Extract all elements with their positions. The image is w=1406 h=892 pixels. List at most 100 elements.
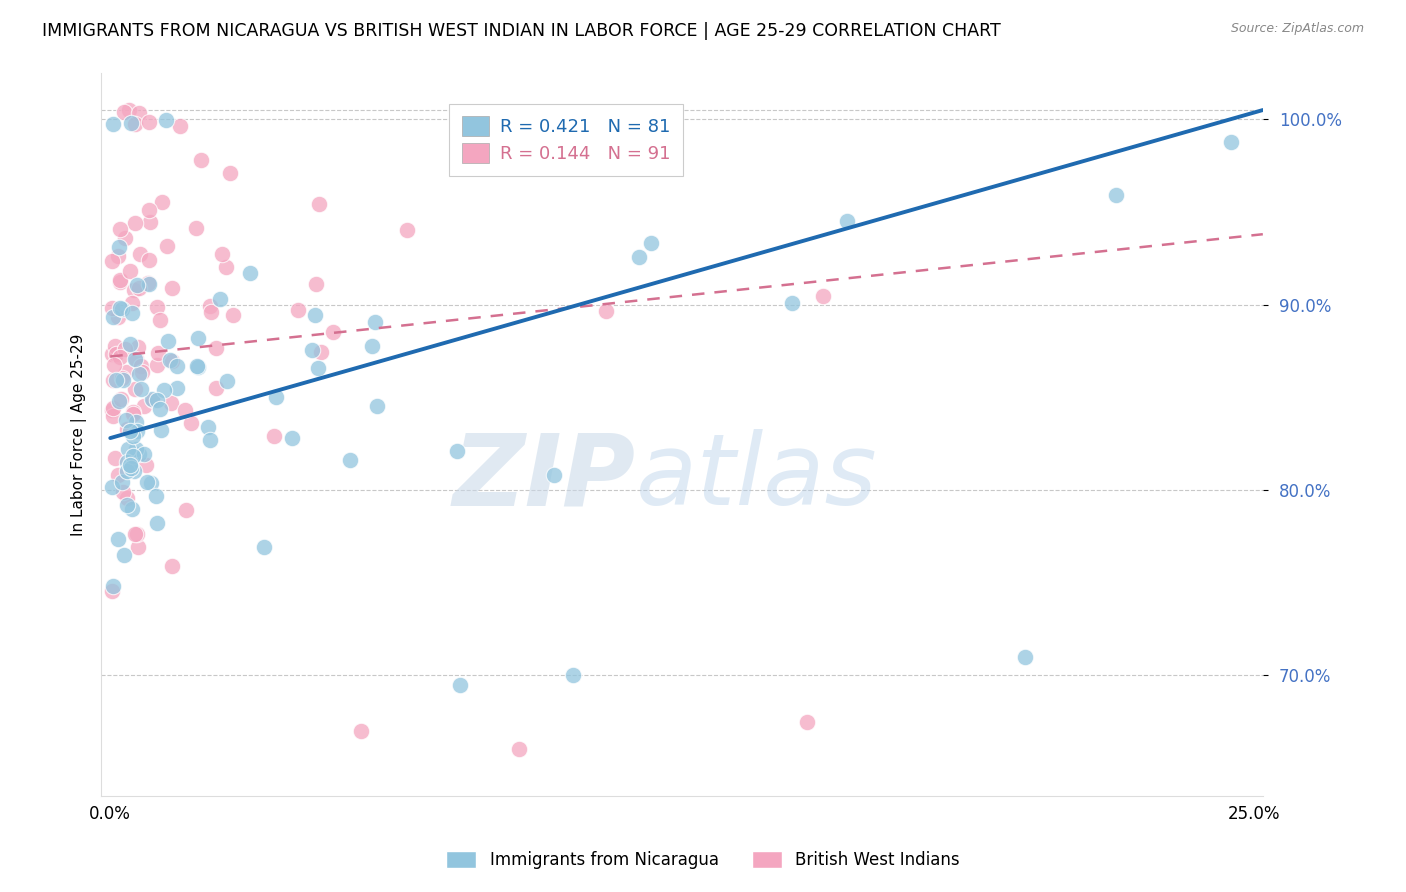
- Point: [122, 464, 145, 478]
- Point: [219, 166, 242, 180]
- Point: [174, 503, 197, 517]
- Point: [101, 310, 124, 325]
- Point: [118, 103, 141, 118]
- Point: [141, 392, 163, 407]
- Point: [263, 429, 285, 443]
- Point: [124, 351, 146, 366]
- Point: [108, 275, 131, 289]
- Point: [166, 381, 188, 395]
- Point: [366, 399, 388, 413]
- Point: [122, 283, 145, 297]
- Point: [108, 221, 131, 235]
- Point: [562, 668, 585, 682]
- Point: [780, 296, 803, 310]
- Point: [121, 296, 143, 310]
- Point: [111, 484, 134, 499]
- Point: [124, 442, 146, 456]
- Point: [166, 359, 188, 373]
- Point: [187, 360, 209, 375]
- Point: [118, 458, 141, 472]
- Point: [127, 540, 149, 554]
- Point: [162, 354, 184, 368]
- Point: [120, 424, 142, 438]
- Point: [308, 196, 330, 211]
- Legend: R = 0.421   N = 81, R = 0.144   N = 91: R = 0.421 N = 81, R = 0.144 N = 91: [449, 103, 683, 176]
- Point: [136, 475, 159, 489]
- Point: [149, 312, 172, 326]
- Point: [446, 444, 468, 458]
- Point: [110, 392, 132, 406]
- Point: [304, 308, 326, 322]
- Point: [1105, 187, 1128, 202]
- Point: [301, 343, 323, 358]
- Point: [135, 458, 157, 472]
- Point: [120, 116, 142, 130]
- Point: [138, 215, 160, 229]
- Point: [253, 540, 276, 554]
- Point: [138, 115, 160, 129]
- Point: [110, 273, 132, 287]
- Point: [131, 382, 153, 396]
- Point: [117, 491, 139, 505]
- Point: [280, 431, 302, 445]
- Point: [197, 419, 219, 434]
- Point: [131, 365, 153, 379]
- Point: [121, 405, 143, 419]
- Point: [124, 527, 146, 541]
- Point: [145, 489, 167, 503]
- Point: [595, 304, 617, 318]
- Point: [100, 584, 122, 599]
- Point: [1219, 135, 1241, 149]
- Point: [101, 409, 124, 424]
- Point: [205, 381, 228, 395]
- Point: [190, 153, 212, 167]
- Point: [115, 465, 138, 479]
- Point: [153, 383, 176, 397]
- Point: [1014, 649, 1036, 664]
- Point: [339, 452, 361, 467]
- Point: [160, 281, 183, 295]
- Point: [101, 347, 124, 361]
- Point: [449, 677, 471, 691]
- Point: [160, 395, 183, 409]
- Point: [184, 221, 207, 235]
- Point: [115, 499, 138, 513]
- Point: [138, 203, 160, 218]
- Point: [114, 231, 136, 245]
- Point: [101, 117, 124, 131]
- Point: [395, 223, 418, 237]
- Point: [139, 475, 162, 490]
- Point: [127, 425, 149, 439]
- Point: [124, 382, 146, 396]
- Point: [107, 240, 129, 254]
- Point: [110, 371, 132, 385]
- Point: [127, 526, 149, 541]
- Point: [149, 401, 172, 416]
- Point: [121, 306, 143, 320]
- Point: [150, 195, 173, 210]
- Point: [508, 742, 530, 756]
- Point: [287, 303, 309, 318]
- Point: [150, 423, 173, 437]
- Point: [309, 345, 332, 359]
- Point: [264, 390, 287, 404]
- Point: [215, 374, 238, 388]
- Point: [122, 429, 145, 443]
- Point: [138, 277, 160, 291]
- Point: [129, 359, 152, 374]
- Point: [107, 468, 129, 483]
- Point: [128, 367, 150, 381]
- Point: [124, 117, 146, 131]
- Point: [169, 120, 191, 134]
- Point: [543, 467, 565, 482]
- Point: [111, 475, 134, 490]
- Point: [811, 289, 834, 303]
- Point: [107, 310, 129, 325]
- Point: [148, 346, 170, 360]
- Point: [187, 331, 209, 345]
- Point: [307, 361, 329, 376]
- Point: [363, 315, 385, 329]
- Y-axis label: In Labor Force | Age 25-29: In Labor Force | Age 25-29: [72, 334, 87, 535]
- Point: [104, 347, 127, 361]
- Point: [111, 373, 134, 387]
